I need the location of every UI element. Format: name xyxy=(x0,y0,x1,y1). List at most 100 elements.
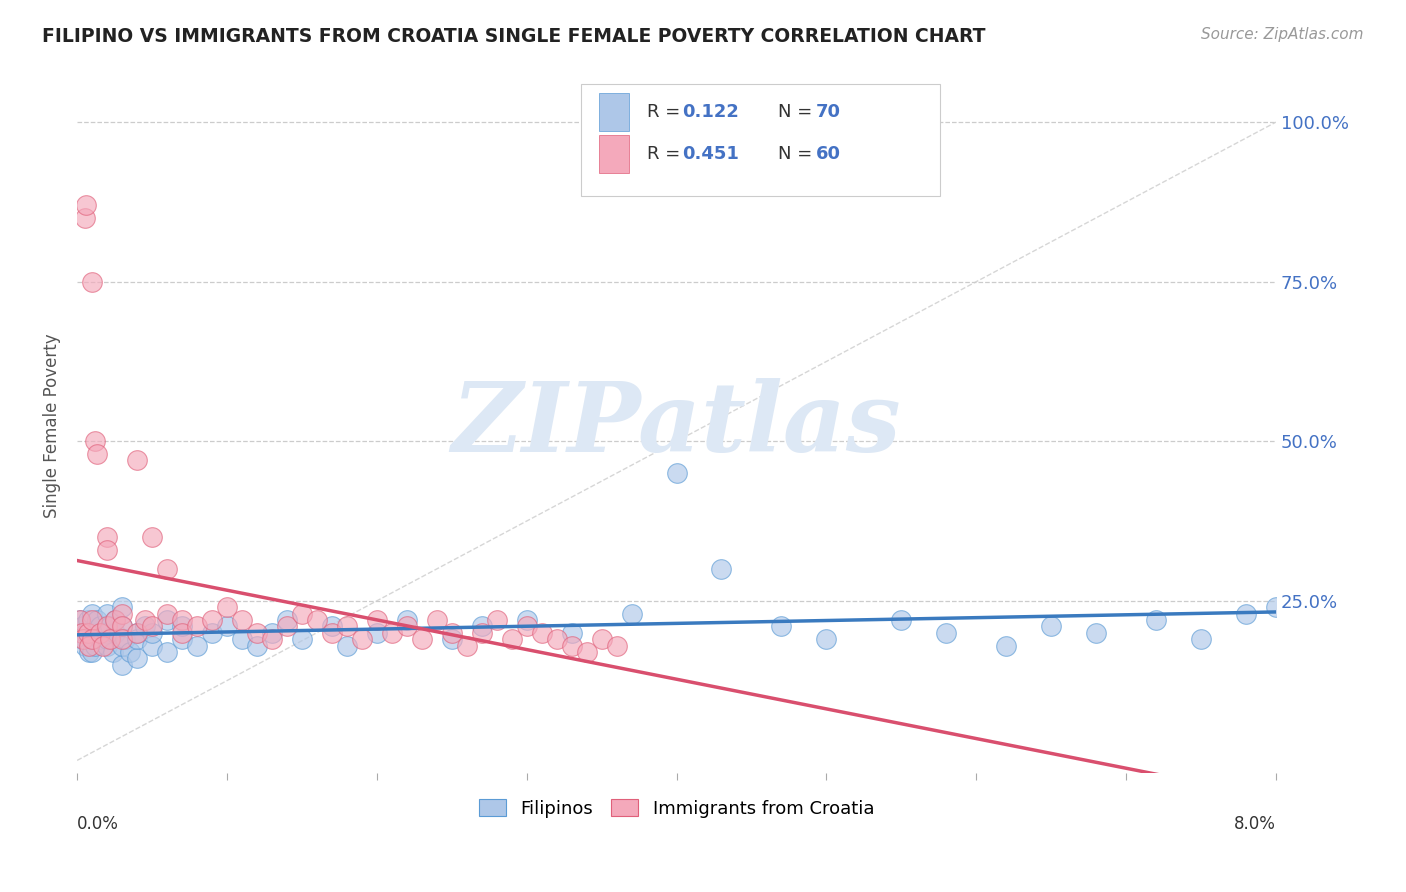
Point xyxy=(69,613,91,627)
Point xyxy=(546,632,568,647)
Text: 0.122: 0.122 xyxy=(682,103,740,121)
Point xyxy=(1189,632,1212,647)
Bar xyxy=(599,93,628,131)
Point xyxy=(516,619,538,633)
Point xyxy=(1265,600,1288,615)
Point xyxy=(186,619,208,633)
Point xyxy=(80,613,103,627)
Text: FILIPINO VS IMMIGRANTS FROM CROATIA SINGLE FEMALE POVERTY CORRELATION CHART: FILIPINO VS IMMIGRANTS FROM CROATIA SING… xyxy=(42,27,986,45)
Point xyxy=(516,613,538,627)
Point xyxy=(101,645,124,659)
Point xyxy=(118,645,141,659)
Point xyxy=(141,639,163,653)
Point xyxy=(575,645,598,659)
Point xyxy=(156,607,179,621)
Point xyxy=(291,607,314,621)
Point xyxy=(70,632,93,647)
Text: 70: 70 xyxy=(815,103,841,121)
Point xyxy=(96,625,118,640)
Point xyxy=(456,639,478,653)
Point xyxy=(72,632,94,647)
Point xyxy=(321,625,343,640)
Text: 0.0%: 0.0% xyxy=(77,815,120,833)
Point xyxy=(111,619,134,633)
Point xyxy=(260,632,283,647)
Point xyxy=(96,619,118,633)
Point xyxy=(336,619,359,633)
Point xyxy=(156,613,179,627)
Point xyxy=(305,613,328,627)
Point xyxy=(89,632,111,647)
Point xyxy=(103,625,125,640)
Point xyxy=(201,613,224,627)
Point xyxy=(77,639,100,653)
Point xyxy=(114,632,136,647)
Point xyxy=(591,632,613,647)
Point xyxy=(96,632,118,647)
Point xyxy=(260,625,283,640)
Point xyxy=(1234,607,1257,621)
Point xyxy=(70,625,93,640)
Point xyxy=(91,639,114,653)
Point xyxy=(86,447,108,461)
Point xyxy=(366,625,388,640)
Point xyxy=(80,625,103,640)
Point xyxy=(91,625,114,640)
Point xyxy=(141,625,163,640)
Point xyxy=(73,639,96,653)
Legend: Filipinos, Immigrants from Croatia: Filipinos, Immigrants from Croatia xyxy=(470,790,883,827)
Point xyxy=(141,619,163,633)
Point xyxy=(73,211,96,225)
Point xyxy=(111,632,134,647)
Point xyxy=(156,562,179,576)
Point xyxy=(111,619,134,633)
FancyBboxPatch shape xyxy=(581,85,941,195)
Point xyxy=(336,639,359,653)
Point xyxy=(186,639,208,653)
Point xyxy=(75,198,97,212)
Point xyxy=(156,645,179,659)
Text: R =: R = xyxy=(647,103,686,121)
Point xyxy=(501,632,523,647)
Text: 0.451: 0.451 xyxy=(682,145,740,163)
Point xyxy=(89,625,111,640)
Point xyxy=(485,613,508,627)
Point xyxy=(80,632,103,647)
Text: R =: R = xyxy=(647,145,686,163)
Point xyxy=(321,619,343,633)
Point xyxy=(395,619,418,633)
Point xyxy=(111,639,134,653)
Point xyxy=(80,275,103,289)
Y-axis label: Single Female Poverty: Single Female Poverty xyxy=(44,333,60,517)
Point xyxy=(471,619,494,633)
Point xyxy=(103,613,125,627)
Point xyxy=(215,600,238,615)
Point xyxy=(246,639,269,653)
Point xyxy=(86,613,108,627)
Point xyxy=(815,632,838,647)
Point xyxy=(395,613,418,627)
Point xyxy=(125,651,148,665)
Point xyxy=(530,625,553,640)
Point xyxy=(84,639,107,653)
Text: Source: ZipAtlas.com: Source: ZipAtlas.com xyxy=(1201,27,1364,42)
Point xyxy=(76,613,98,627)
Point xyxy=(471,625,494,640)
Point xyxy=(76,625,98,640)
Point xyxy=(561,625,583,640)
Text: N =: N = xyxy=(779,145,818,163)
Point xyxy=(246,625,269,640)
Point xyxy=(231,613,253,627)
Point xyxy=(170,632,193,647)
Point xyxy=(170,613,193,627)
Point xyxy=(96,639,118,653)
Point xyxy=(141,530,163,544)
Point xyxy=(276,619,298,633)
Point xyxy=(96,607,118,621)
Point xyxy=(77,645,100,659)
Point xyxy=(935,625,957,640)
Point xyxy=(96,542,118,557)
Point xyxy=(98,619,121,633)
Point xyxy=(103,613,125,627)
Point xyxy=(426,613,449,627)
